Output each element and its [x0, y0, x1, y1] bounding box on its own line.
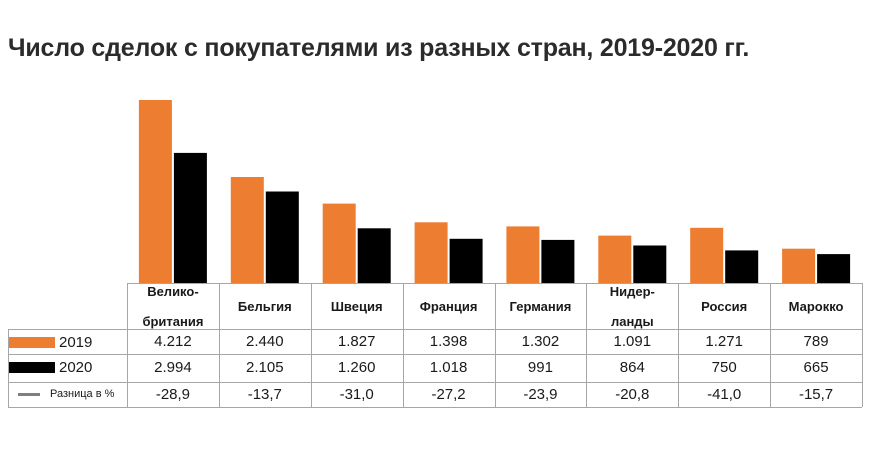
- value-s2019-5: 1.091: [613, 333, 652, 350]
- value-s2020-4: 991: [527, 359, 553, 376]
- legend-2020: 2020: [9, 355, 92, 379]
- legend-diff: Разница в %: [9, 382, 114, 406]
- category-label-line: ланды: [610, 313, 654, 329]
- category-label-line: Германия: [509, 298, 572, 314]
- category-label-3: Франция: [403, 284, 495, 328]
- chart-title: Число сделок с покупателями из разных ст…: [8, 34, 750, 62]
- value-s2020-3: 1.018: [429, 359, 468, 376]
- bar-2020-4: [541, 239, 575, 283]
- category-label-line: британия: [142, 313, 204, 329]
- category-label-line: Марокко: [788, 298, 844, 314]
- bar-2020-6: [725, 250, 759, 283]
- legend-swatch-diff: [18, 392, 40, 396]
- bar-2020-3: [449, 238, 483, 283]
- category-label-7: Марокко: [770, 284, 862, 328]
- legend-label-2020: 2020: [59, 358, 93, 376]
- category-label-5: Нидер-ланды: [586, 283, 678, 329]
- value-diff-4: -23,9: [523, 386, 558, 403]
- category-label-line: Россия: [701, 298, 748, 314]
- value-s2019-7: 789: [803, 333, 829, 350]
- value-s2019-6: 1.271: [705, 333, 743, 350]
- category-label-line: Нидер-: [609, 283, 655, 299]
- value-s2020-2: 1.260: [337, 359, 376, 376]
- bar-2020-0: [173, 152, 207, 283]
- value-s2019-1: 2.440: [246, 333, 284, 350]
- value-diff-0: -28,9: [155, 386, 191, 403]
- bar-2019-0: [138, 100, 172, 283]
- bar-2019-2: [322, 203, 356, 283]
- category-label-1: Бельгия: [219, 284, 311, 328]
- value-s2020-6: 750: [711, 359, 737, 376]
- bar-2019-6: [690, 227, 724, 283]
- legend-label-diff: Разница в %: [50, 388, 115, 400]
- bar-2020-1: [265, 191, 299, 283]
- value-diff-7: -15,7: [798, 386, 834, 403]
- category-label-line: Швеция: [330, 298, 383, 314]
- category-label-line: Франция: [419, 298, 478, 314]
- legend-label-2019: 2019: [59, 333, 93, 351]
- value-diff-1: -13,7: [247, 386, 282, 403]
- value-s2020-1: 2.105: [246, 359, 284, 376]
- bar-2019-1: [230, 177, 264, 283]
- value-s2020-0: 2.994: [154, 359, 192, 376]
- bar-2020-5: [633, 245, 667, 283]
- category-label-line: Велико-: [147, 283, 199, 299]
- bar-2019-7: [782, 248, 816, 283]
- value-diff-3: -27,2: [431, 386, 466, 403]
- category-label-0: Велико-британия: [127, 283, 219, 329]
- value-s2019-2: 1.827: [337, 333, 376, 350]
- legend-swatch-2020: [9, 361, 55, 373]
- value-s2020-7: 665: [803, 359, 829, 376]
- legend-swatch-2019: [9, 336, 55, 348]
- bar-2019-4: [506, 226, 540, 283]
- value-s2019-3: 1.398: [429, 333, 468, 350]
- bar-2019-5: [598, 235, 632, 283]
- value-s2020-5: 864: [619, 359, 645, 376]
- value-diff-2: -31,0: [339, 386, 374, 403]
- value-s2019-4: 1.302: [521, 333, 560, 350]
- category-label-line: Бельгия: [237, 298, 292, 314]
- value-s2019-0: 4.212: [154, 333, 192, 350]
- value-diff-5: -20,8: [615, 386, 650, 403]
- category-label-4: Германия: [495, 284, 587, 328]
- bar-2019-3: [414, 222, 448, 283]
- table-grid: [8, 283, 863, 408]
- legend-2019: 2019: [9, 330, 92, 354]
- bar-2020-7: [817, 254, 851, 283]
- value-diff-6: -41,0: [707, 386, 742, 403]
- bar-2020-2: [357, 228, 391, 283]
- bars-group: [138, 100, 851, 283]
- category-label-2: Швеция: [311, 284, 403, 328]
- category-label-6: Россия: [678, 284, 770, 328]
